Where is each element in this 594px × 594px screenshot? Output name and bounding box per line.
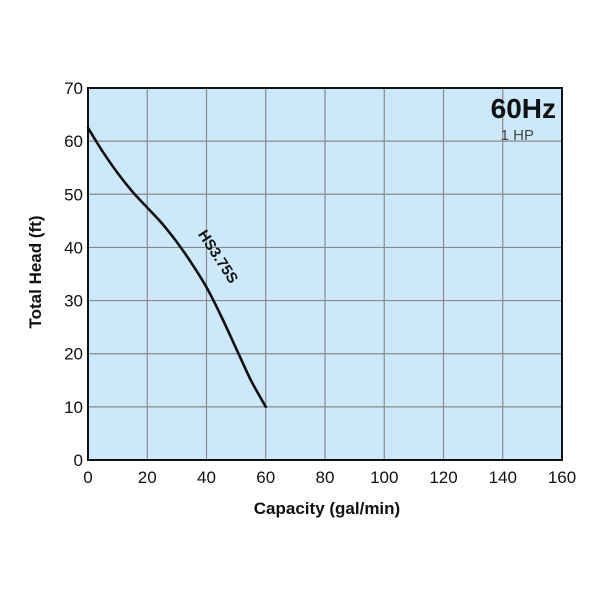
y-tick-label: 20: [64, 345, 83, 364]
y-tick-label: 70: [64, 79, 83, 98]
x-tick-label: 160: [548, 468, 576, 487]
x-tick-label: 0: [83, 468, 92, 487]
plot-frame: [87, 87, 563, 461]
y-tick-label: 30: [64, 292, 83, 311]
x-tick-labels: 0 20 40 60 80 100 120 140 160: [83, 468, 576, 487]
chart-subtitle: 1 HP: [501, 127, 534, 144]
x-tick-label: 80: [316, 468, 335, 487]
y-tick-label: 50: [64, 185, 83, 204]
y-tick-label: 60: [64, 132, 83, 151]
x-tick-label: 120: [429, 468, 457, 487]
x-tick-label: 140: [489, 468, 517, 487]
y-tick-label: 40: [64, 238, 83, 257]
series-line-hs3-75s: [86, 126, 268, 409]
y-axis-title: Total Head (ft): [26, 215, 45, 328]
chart-title: 60Hz: [491, 93, 556, 124]
x-tick-label: 40: [197, 468, 216, 487]
x-tick-label: 20: [138, 468, 157, 487]
y-tick-label: 0: [74, 451, 83, 470]
x-tick-label: 100: [370, 468, 398, 487]
y-tick-label: 10: [64, 398, 83, 417]
y-tick-labels: 0 10 20 30 40 50 60 70: [64, 79, 83, 470]
x-tick-label: 60: [256, 468, 275, 487]
x-axis-title: Capacity (gal/min): [254, 499, 400, 518]
